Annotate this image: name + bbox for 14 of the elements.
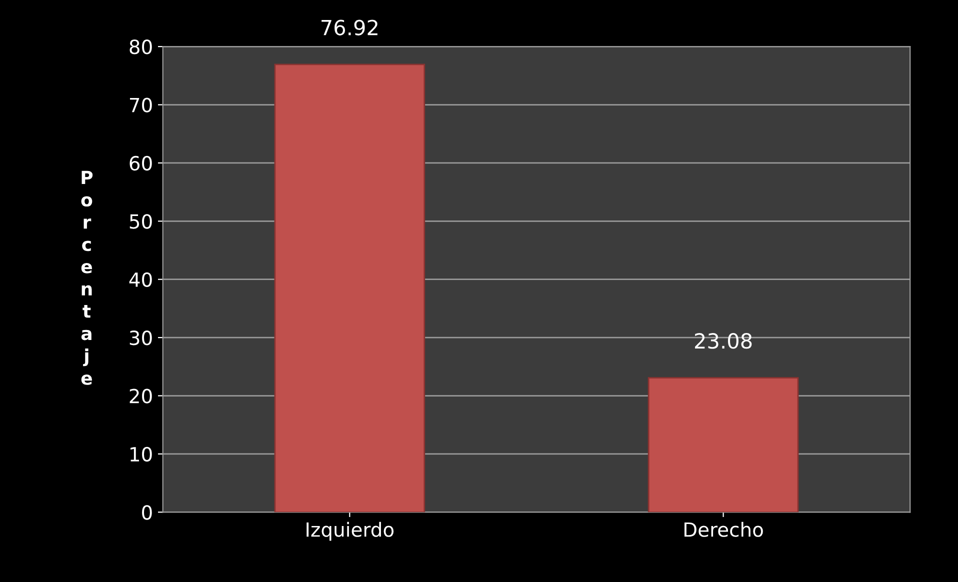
y-tick-label: 60 (130, 156, 152, 171)
y-tick-label: 40 (129, 272, 152, 288)
data-label: 76.92 (322, 20, 378, 36)
data-label: 23.08 (694, 333, 752, 349)
text: Porcentaje (81, 170, 93, 385)
y-tick-label: 10 (130, 446, 152, 462)
y-tick-label: 80 (130, 40, 152, 54)
x-tick-label: Izquierdo (306, 522, 394, 541)
y-tick-label: 70 (130, 98, 152, 112)
y-tick-label: 30 (130, 330, 152, 346)
y-tick-label: 50 (130, 214, 152, 229)
y-tick-label: 20 (130, 388, 152, 404)
x-tick-label: Derecho (684, 522, 763, 537)
y-tick-label: 0 (142, 505, 152, 520)
